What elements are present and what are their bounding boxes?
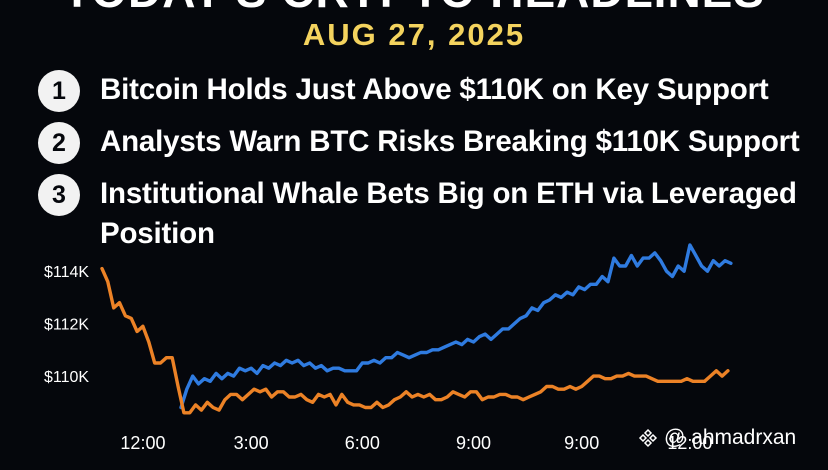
headline-text: Bitcoin Holds Just Above $110K on Key Su… — [100, 73, 769, 106]
series-line-blue — [179, 243, 733, 410]
y-tick-label: $114K — [44, 264, 89, 281]
y-tick-label: $112K — [44, 317, 89, 334]
binance-icon — [638, 428, 658, 448]
watermark: @ ahmadrxan — [638, 426, 796, 450]
number-badge: 1 — [38, 70, 80, 112]
series-line-orange — [100, 266, 730, 415]
number-badge: 3 — [38, 174, 80, 216]
headline-item: 1 Bitcoin Holds Just Above $110K on Key … — [38, 70, 828, 112]
x-tick-label: 12:00 — [667, 433, 712, 453]
watermark-handle: @ ahmadrxan — [664, 426, 797, 449]
y-tick-label: $110K — [44, 369, 89, 386]
x-tick-label: 3:00 — [234, 433, 269, 453]
number-badge: 2 — [38, 122, 80, 164]
x-tick-label: 9:00 — [564, 433, 599, 453]
headline-text: Institutional Whale Bets Big on ETH via … — [100, 177, 797, 250]
x-tick-label: 12:00 — [120, 433, 165, 453]
x-tick-label: 6:00 — [345, 433, 380, 453]
date-label: AUG 27, 2025 — [302, 17, 526, 52]
headline-text: Analysts Warn BTC Risks Breaking $110K S… — [100, 125, 800, 158]
page-title: TODAY'S CRYPTO HEADLINES — [0, 0, 828, 18]
headline-item: 2 Analysts Warn BTC Risks Breaking $110K… — [38, 122, 828, 164]
x-tick-label: 9:00 — [456, 433, 491, 453]
headline-item: 3 Institutional Whale Bets Big on ETH vi… — [38, 174, 828, 254]
